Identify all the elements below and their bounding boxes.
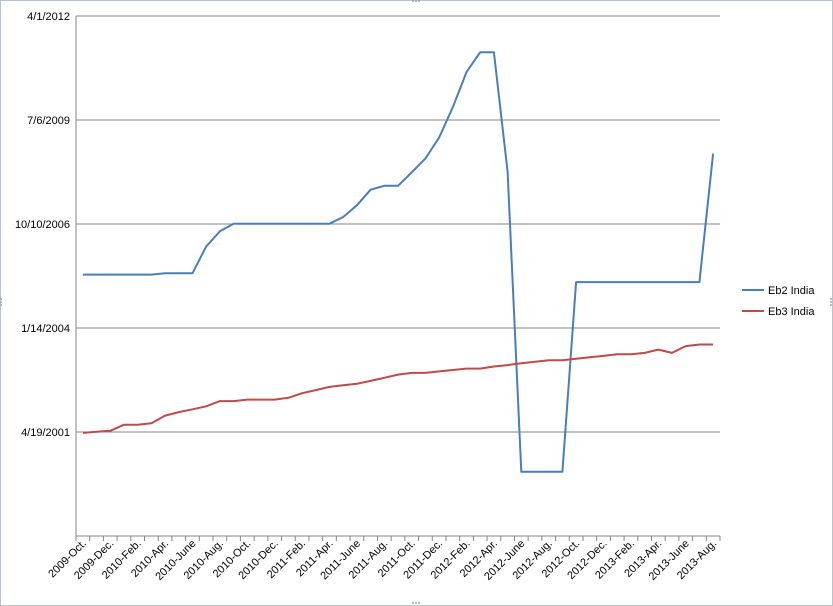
series-lines: [82, 51, 715, 473]
resize-handle-dot[interactable]: [418, 602, 420, 604]
series-line-eb2-india: [82, 51, 715, 473]
series-line-eb3-india: [82, 343, 714, 434]
resize-handle-dot[interactable]: [830, 304, 832, 306]
y-tick-label: 7/6/2009: [27, 115, 70, 127]
gridlines: [76, 15, 720, 433]
resize-handle-dot[interactable]: [830, 298, 832, 300]
legend: Eb2 India Eb3 India: [742, 285, 815, 318]
y-tick-label: 4/19/2001: [21, 427, 70, 439]
resize-handle-dot[interactable]: [415, 602, 417, 604]
resize-handle-dot[interactable]: [830, 301, 832, 303]
resize-handle-dot[interactable]: [415, 0, 417, 2]
resize-handle-dot[interactable]: [412, 0, 414, 2]
legend-label: Eb3 India: [768, 306, 815, 318]
resize-handle-dot[interactable]: [0, 304, 2, 306]
x-axis: 2009-Oct.2009-Dec.2010-Feb.2010-Apr.2010…: [46, 16, 721, 583]
legend-label: Eb2 India: [768, 285, 815, 297]
y-tick-label: 10/10/2006: [15, 219, 70, 231]
y-tick-label: 1/14/2004: [21, 323, 70, 335]
y-axis-ticks: 4/19/2001 1/14/2004 10/10/2006 7/6/2009 4/1/…: [15, 11, 70, 439]
resize-handle-dot[interactable]: [0, 298, 2, 300]
resize-handle-dot[interactable]: [412, 602, 414, 604]
resize-handle-dot[interactable]: [418, 0, 420, 2]
y-tick-label: 4/1/2012: [27, 11, 70, 23]
resize-handle-dot[interactable]: [0, 301, 2, 303]
